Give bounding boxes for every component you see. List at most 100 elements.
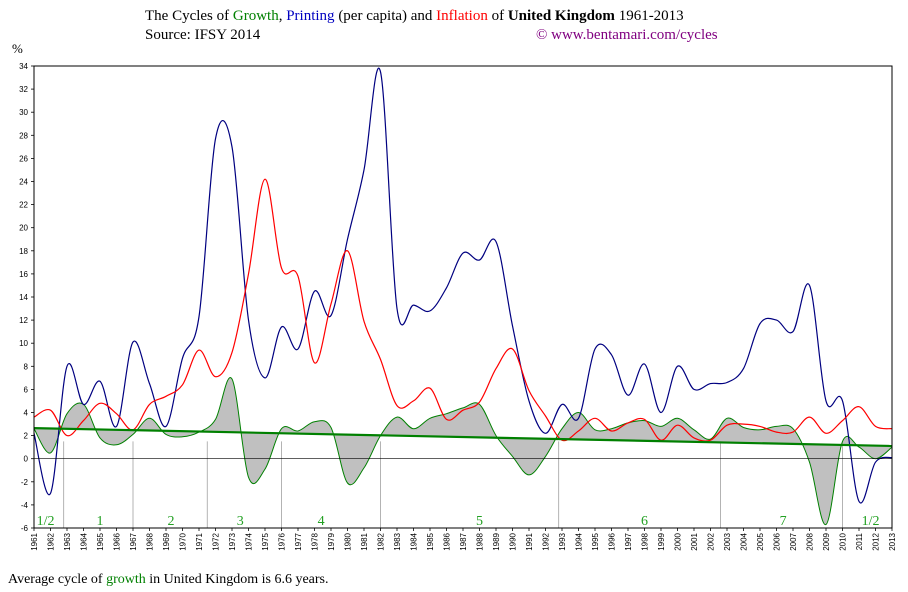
y-tick-label: 6 [24,385,29,394]
title-of-word: of [487,8,508,24]
x-tick-label: 1999 [657,532,666,550]
x-tick-label: 1993 [558,532,567,550]
cycle-dividers [63,441,843,528]
x-tick-label: 1965 [96,532,105,550]
x-tick-label: 1989 [492,532,501,550]
x-tick-label: 1986 [443,532,452,550]
x-tick-label: 1980 [344,532,353,550]
axes: -6-4-20246810121416182022242628303234196… [19,62,897,551]
series-line-growth [33,377,893,526]
cycle-label: 4 [318,514,325,529]
x-tick-label: 1994 [575,532,584,550]
x-tick-label: 1966 [113,532,122,550]
series-lines [33,67,893,526]
x-tick-label: 1991 [525,532,534,550]
y-tick-label: 2 [24,432,29,441]
x-tick-label: 1967 [129,532,138,550]
footer-suffix: in United Kingdom is 6.6 years. [145,572,329,587]
x-tick-label: 2011 [855,532,864,550]
cycle-label: 1/2 [37,514,55,529]
x-tick-label: 2005 [756,532,765,550]
x-tick-label: 2003 [723,532,732,550]
x-tick-label: 2007 [789,532,798,550]
cycle-label: 1 [97,514,104,529]
y-tick-label: 0 [24,455,29,464]
cycle-label: 3 [237,514,244,529]
title-separator: , [278,8,287,24]
x-tick-label: 1961 [30,532,39,550]
y-tick-label: 30 [19,108,28,117]
cycle-label: 1/2 [862,514,880,529]
x-tick-label: 1998 [641,532,650,550]
cycle-label: 5 [476,514,483,529]
growth-deviation-area [34,377,892,525]
y-tick-label: 4 [24,409,29,418]
x-tick-label: 1987 [459,532,468,550]
y-tick-label: 20 [19,224,28,233]
y-tick-label: 16 [19,270,28,279]
x-tick-label: 1963 [63,532,72,550]
y-axis-unit-label: % [12,41,23,56]
x-tick-label: 1970 [179,532,188,550]
title-years: 1961-2013 [614,8,684,24]
title-prefix: The Cycles of [145,8,233,24]
x-tick-label: 1996 [608,532,617,550]
x-tick-label: 1974 [245,532,254,550]
x-tick-label: 1983 [393,532,402,550]
footer-growth-word: growth [106,572,146,587]
title-per-capita: (per capita) and [334,8,437,24]
y-tick-label: 24 [19,178,28,187]
x-tick-label: 1968 [146,532,155,550]
series-line-inflation [33,178,893,442]
chart-credit: © www.bentamari.com/cycles [536,27,718,43]
cycle-labels: 1/2 1 2 3 4 5 6 7 1/2 [37,514,880,529]
y-tick-label: 8 [24,362,29,371]
x-tick-label: 1997 [624,532,633,550]
x-tick-label: 1964 [80,532,89,550]
y-tick-label: -4 [21,501,29,510]
y-tick-label: 10 [19,339,28,348]
x-tick-label: 2002 [707,532,716,550]
x-tick-label: 1962 [47,532,56,550]
x-tick-label: 1990 [509,532,518,550]
x-tick-label: 1995 [591,532,600,550]
title-growth-word: Growth [232,8,279,24]
y-tick-label: 22 [19,201,28,210]
x-tick-label: 2009 [822,532,831,550]
x-tick-label: 1976 [278,532,287,550]
growth-trend-line [33,426,893,448]
x-tick-label: 2004 [740,532,749,550]
y-tick-label: 12 [19,316,28,325]
x-tick-label: 1985 [426,532,435,550]
y-tick-label: -2 [21,478,29,487]
x-tick-label: 1978 [311,532,320,550]
x-tick-label: 1975 [261,532,270,550]
x-tick-label: 2000 [674,532,683,550]
cycle-label: 2 [167,514,174,529]
y-tick-label: 28 [19,131,28,140]
x-tick-label: 1984 [410,532,419,550]
title-country: United Kingdom [507,8,615,24]
x-tick-label: 1971 [195,532,204,550]
series-line-printing [33,67,893,504]
x-tick-label: 1969 [162,532,171,550]
x-tick-label: 2008 [806,532,815,550]
x-tick-label: 1972 [212,532,221,550]
title-inflation-word: Inflation [436,8,488,24]
x-tick-label: 2013 [888,532,897,550]
x-tick-label: 2006 [773,532,782,550]
chart-source: Source: IFSY 2014 [145,27,261,43]
x-tick-label: 2010 [839,532,848,550]
y-tick-label: 32 [19,85,28,94]
y-tick-label: 14 [19,293,28,302]
x-tick-label: 2012 [872,532,881,550]
growth-fill-layer [34,377,892,525]
x-tick-label: 1982 [377,532,386,550]
x-tick-label: 1988 [476,532,485,550]
cycle-label: 7 [780,514,787,529]
x-tick-label: 1973 [228,532,237,550]
x-tick-label: 2001 [690,532,699,550]
x-tick-label: 1981 [360,532,369,550]
y-tick-label: -6 [21,524,29,533]
